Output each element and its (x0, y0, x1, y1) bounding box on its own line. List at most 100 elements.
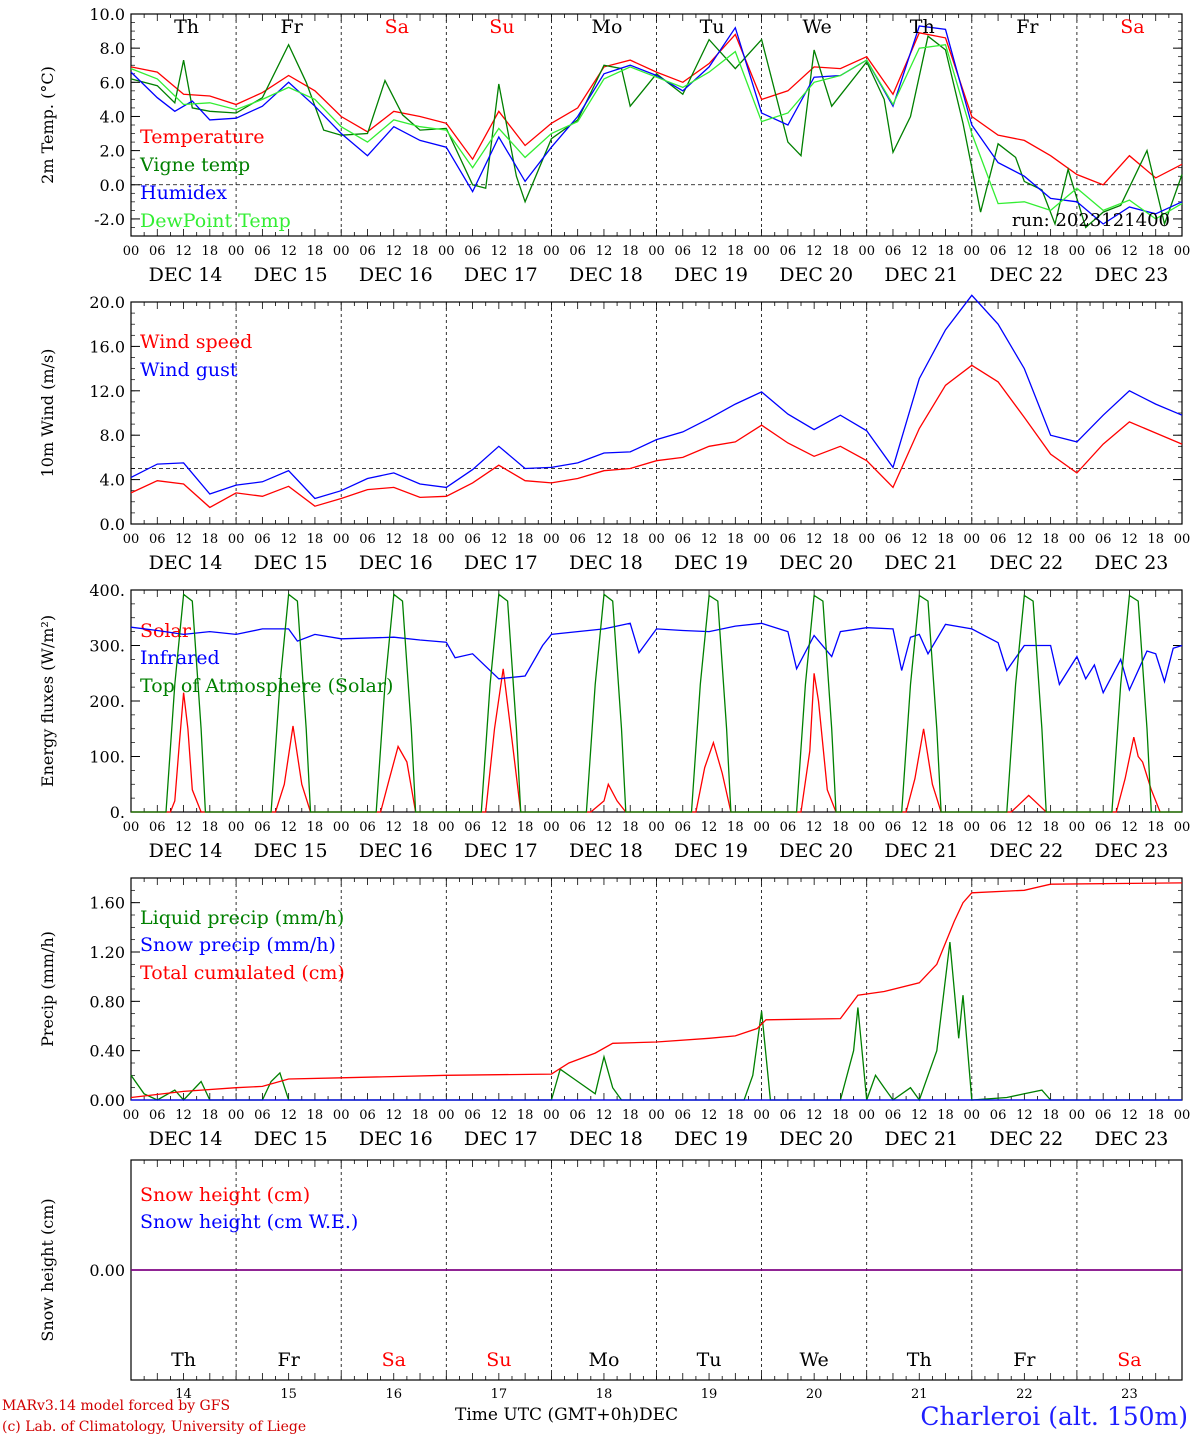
hour-tick-label: 00 (123, 532, 140, 547)
date-label: DEC 19 (674, 264, 748, 286)
y-tick-label: -2.0 (94, 210, 125, 229)
hour-tick-label: 18 (727, 532, 744, 547)
hour-tick-label: 00 (333, 820, 350, 835)
y-tick-label: 1.60 (89, 894, 125, 913)
hour-tick-label: 06 (359, 244, 376, 259)
hour-tick-label: 18 (202, 820, 219, 835)
day-number-bottom: 20 (806, 1387, 823, 1402)
y-tick-label: 0.00 (89, 1261, 125, 1280)
day-number-bottom: 17 (491, 1387, 508, 1402)
hour-tick-label: 00 (333, 244, 350, 259)
day-number-bottom: 14 (175, 1387, 192, 1402)
hour-tick-label: 18 (1042, 1108, 1059, 1123)
hour-tick-label: 12 (806, 532, 823, 547)
hour-tick-label: 12 (806, 244, 823, 259)
hour-tick-label: 00 (858, 820, 875, 835)
hour-tick-label: 06 (780, 244, 797, 259)
series-line-top-of-atmosphere-solar- (131, 593, 1182, 813)
hour-tick-label: 00 (228, 820, 245, 835)
hour-tick-label: 12 (1016, 244, 1033, 259)
hour-tick-label: 18 (622, 820, 639, 835)
lab-credit: (c) Lab. of Climatology, University of L… (2, 1419, 307, 1435)
hour-tick-label: 00 (753, 532, 770, 547)
date-label: DEC 16 (359, 552, 433, 574)
hour-tick-label: 12 (385, 532, 402, 547)
hour-tick-label: 12 (280, 820, 297, 835)
hour-tick-label: 18 (1147, 1108, 1164, 1123)
date-label: DEC 18 (569, 1128, 643, 1150)
hour-tick-label: 12 (596, 1108, 613, 1123)
hour-tick-label: 18 (517, 244, 534, 259)
hour-tick-label: 12 (911, 244, 928, 259)
y-tick-label: 12.0 (89, 382, 125, 401)
hour-tick-label: 12 (491, 244, 508, 259)
y-tick-label: 1.20 (89, 943, 125, 962)
hour-tick-label: 18 (1147, 820, 1164, 835)
y-tick-label: 0.80 (89, 992, 125, 1011)
day-number-bottom: 23 (1121, 1387, 1138, 1402)
day-name-top: Su (489, 16, 514, 38)
hour-tick-label: 06 (359, 820, 376, 835)
y-tick-label: 10.0 (89, 5, 125, 24)
hour-tick-label: 18 (1042, 532, 1059, 547)
hour-tick-label: 00 (228, 532, 245, 547)
hour-tick-label: 00 (1069, 244, 1086, 259)
day-number-bottom: 16 (385, 1387, 402, 1402)
hour-tick-label: 06 (675, 1108, 692, 1123)
hour-tick-label: 12 (280, 532, 297, 547)
hour-tick-label: 12 (175, 1108, 192, 1123)
date-label: DEC 20 (779, 264, 853, 286)
hour-tick-label: 12 (701, 532, 718, 547)
day-name-top: Sa (385, 16, 409, 38)
series-line-temperature (130, 32, 1183, 186)
date-label: DEC 21 (884, 552, 958, 574)
hour-tick-label: 18 (307, 532, 324, 547)
hour-tick-label: 12 (175, 820, 192, 835)
legend-entry: DewPoint Temp (140, 210, 291, 232)
hour-tick-label: 18 (937, 532, 954, 547)
hour-tick-label: 06 (149, 1108, 166, 1123)
day-name-bottom: We (800, 1349, 829, 1371)
hour-tick-label: 06 (780, 1108, 797, 1123)
hour-tick-label: 12 (701, 244, 718, 259)
hour-tick-label: 12 (806, 820, 823, 835)
y-tick-label: 8.0 (100, 426, 125, 445)
y-axis-label: 10m Wind (m/s) (38, 349, 57, 478)
series-line-solar (131, 668, 1182, 813)
hour-tick-label: 06 (359, 532, 376, 547)
y-tick-label: 20.0 (89, 293, 125, 312)
day-name-top: Tu (700, 16, 725, 38)
date-label: DEC 17 (464, 840, 538, 862)
hour-tick-label: 00 (123, 244, 140, 259)
series-line-humidex (130, 25, 1183, 225)
hour-tick-label: 06 (780, 532, 797, 547)
day-name-bottom: Sa (382, 1349, 406, 1371)
hour-tick-label: 06 (464, 244, 481, 259)
month-label: DEC (639, 1405, 679, 1425)
hour-tick-label: 12 (491, 820, 508, 835)
y-tick-label: 100. (89, 748, 125, 767)
hour-tick-label: 06 (149, 244, 166, 259)
date-label: DEC 15 (254, 840, 328, 862)
hour-tick-label: 06 (254, 820, 271, 835)
hour-tick-label: 06 (149, 532, 166, 547)
date-label: DEC 16 (359, 1128, 433, 1150)
hour-tick-label: 00 (753, 1108, 770, 1123)
hour-tick-label: 06 (359, 1108, 376, 1123)
hour-tick-label: 00 (1174, 820, 1191, 835)
hour-tick-label: 00 (648, 532, 665, 547)
legend-entry: Humidex (140, 182, 227, 204)
hour-tick-label: 18 (412, 244, 429, 259)
date-label: DEC 14 (149, 840, 223, 862)
hour-tick-label: 00 (648, 820, 665, 835)
hour-tick-label: 00 (648, 1108, 665, 1123)
hour-tick-label: 00 (964, 532, 981, 547)
hour-tick-label: 18 (622, 1108, 639, 1123)
day-name-bottom: Fr (278, 1349, 301, 1371)
hour-tick-label: 06 (885, 244, 902, 259)
legend-entry: Liquid precip (mm/h) (140, 907, 344, 929)
date-label: DEC 17 (464, 1128, 538, 1150)
hour-tick-label: 12 (701, 820, 718, 835)
day-name-top: Fr (1016, 16, 1039, 38)
day-name-top: Sa (1120, 16, 1144, 38)
